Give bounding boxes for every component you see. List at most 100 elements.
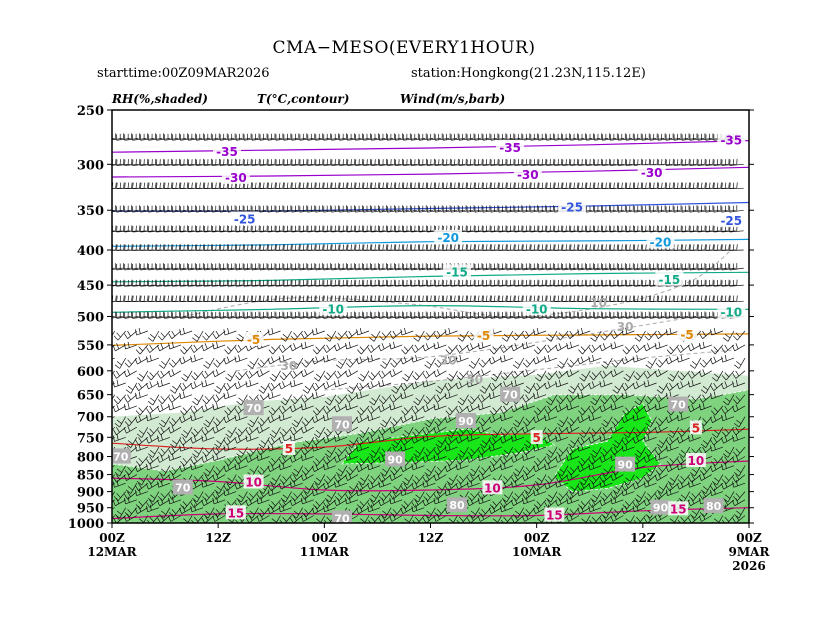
dashed-contour-label-30: 30: [617, 320, 634, 334]
x-tick-time: 00Z: [524, 531, 550, 545]
wind-barb: [201, 343, 215, 352]
wind-barb: [729, 205, 744, 213]
wind-barb: [673, 263, 689, 271]
wind-barb: [147, 394, 160, 406]
dashed-contour-label-30: 30: [440, 354, 457, 368]
wind-barb: [339, 158, 354, 166]
dashed-contour-label-50: 50: [466, 373, 483, 387]
x-tick-date: 12MAR: [87, 545, 137, 559]
temperature-label--10: -10: [717, 304, 746, 319]
wind-barb: [116, 263, 131, 271]
wind-barb: [369, 330, 381, 342]
wind-barb: [544, 354, 558, 363]
wind-barb: [665, 356, 679, 365]
wind-barb: [400, 327, 414, 336]
wind-barb: [157, 330, 171, 341]
wind-barb: [632, 344, 646, 353]
wind-barb: [345, 341, 359, 350]
wind-barb: [544, 344, 558, 353]
wind-barb: [187, 225, 203, 233]
wind-barb: [213, 357, 226, 368]
wind-barb: [245, 379, 259, 388]
wind-barb: [212, 394, 226, 403]
wind-barb: [610, 341, 624, 350]
temperature-label--25: -25: [717, 213, 746, 228]
y-tick-label: 650: [77, 389, 104, 404]
y-tick-label: 300: [77, 158, 104, 173]
wind-barb: [158, 357, 171, 369]
wind-barb: [395, 133, 410, 141]
wind-barb: [546, 330, 558, 342]
dashed-contour-2: [324, 349, 732, 391]
wind-barb: [169, 357, 182, 368]
wind-barb: [223, 382, 237, 391]
dashed-contour-1: [235, 316, 696, 372]
wind-barb: [157, 370, 171, 379]
wind-barb: [588, 354, 602, 363]
wind-barb: [112, 357, 115, 360]
wind-barb: [113, 394, 126, 405]
wind-barb: [634, 330, 646, 342]
temperature-label--30: -30: [637, 165, 666, 180]
temperature-label--25: -25: [558, 199, 587, 215]
x-tick-time: 12Z: [418, 531, 444, 545]
wind-barb: [235, 263, 251, 271]
y-tick-label: 550: [77, 339, 104, 354]
wind-barb: [689, 357, 702, 369]
wind-barb: [577, 327, 591, 336]
wind-barb: [268, 344, 281, 355]
wind-barb: [135, 382, 149, 391]
wind-barb: [112, 370, 115, 375]
wind-barb: [356, 356, 370, 365]
x-tick-time: 00Z: [736, 531, 762, 545]
temperature-label--30: -30: [513, 167, 542, 182]
wind-barb: [378, 343, 392, 352]
wind-barb: [156, 343, 171, 352]
wind-barb: [299, 225, 314, 233]
wind-barb: [322, 381, 336, 390]
wind-barb: [267, 382, 281, 391]
wind-barb: [190, 354, 204, 363]
wind-barb: [224, 344, 237, 355]
temperature-label--10: -10: [522, 301, 551, 316]
wind-barb: [300, 341, 314, 350]
temperature-label--25: -25: [230, 211, 259, 227]
wind-barb: [367, 344, 381, 353]
wind-barb: [168, 402, 182, 411]
wind-barb: [234, 354, 248, 363]
rh-label-80: 80: [447, 497, 467, 513]
wind-barb: [313, 370, 326, 382]
wind-barb: [450, 205, 466, 213]
wind-barb: [578, 344, 591, 355]
wind-barb: [500, 344, 514, 353]
wind-barb: [488, 356, 502, 365]
wind-barb: [113, 370, 126, 379]
wind-barb: [610, 205, 625, 213]
wind-barb: [195, 263, 211, 271]
wind-barb: [135, 405, 149, 416]
wind-barb: [258, 382, 270, 394]
wind-barb: [411, 354, 425, 363]
wind-barb: [323, 225, 338, 233]
temperature-label--15: -15: [655, 271, 684, 287]
wind-barb: [489, 344, 502, 355]
wind-barb: [223, 391, 237, 400]
temperature-contour-10: [112, 460, 749, 492]
wind-barb: [512, 357, 525, 369]
y-tick-label: 1000: [68, 517, 104, 532]
wind-barb: [368, 370, 381, 381]
wind-barb: [202, 394, 215, 405]
wind-barb: [112, 330, 116, 337]
wind-barb: [323, 370, 337, 381]
wind-barb: [371, 244, 386, 251]
rh-label-90: 90: [650, 499, 671, 515]
wind-barb: [734, 357, 746, 369]
wind-barb: [621, 356, 635, 365]
x-tick-time: 00Z: [312, 531, 338, 545]
x-tick-year: 2026: [732, 559, 765, 573]
wind-barb: [267, 356, 281, 365]
rh-label-70: 70: [668, 396, 689, 412]
wind-barb: [203, 205, 219, 213]
wind-barb: [201, 379, 215, 388]
